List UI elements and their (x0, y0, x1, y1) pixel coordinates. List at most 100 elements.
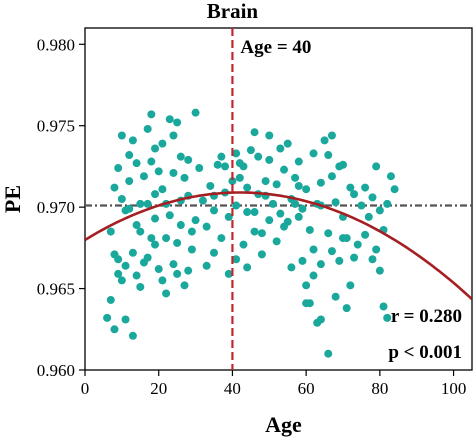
data-point (350, 253, 359, 262)
data-point (320, 136, 329, 145)
data-point (361, 183, 370, 192)
data-point (291, 199, 300, 208)
data-point (324, 349, 333, 358)
data-point (132, 271, 141, 280)
data-point (291, 173, 300, 182)
data-point (331, 292, 340, 301)
data-point (151, 190, 160, 199)
plot-frame (84, 27, 473, 371)
data-point (287, 263, 296, 272)
data-point (121, 261, 130, 270)
y-tick-label: 0.980 (37, 35, 75, 54)
data-point (280, 222, 289, 231)
data-point (246, 146, 255, 155)
data-point (294, 212, 303, 221)
data-point (210, 206, 218, 215)
data-point (158, 185, 167, 194)
data-point (331, 198, 340, 207)
data-point (232, 255, 241, 264)
data-point (250, 227, 259, 236)
data-point (265, 131, 274, 140)
data-point (210, 248, 218, 257)
data-point (361, 230, 370, 239)
data-point (158, 139, 167, 148)
data-point (339, 234, 347, 243)
data-point (165, 115, 174, 124)
data-point (195, 164, 204, 173)
data-point (298, 256, 307, 265)
x-tick-label: 0 (81, 379, 90, 398)
data-point (335, 256, 344, 265)
data-point (265, 155, 274, 164)
x-tick-label: 100 (441, 379, 467, 398)
data-point (243, 208, 252, 217)
data-point (165, 211, 174, 220)
data-point (309, 245, 318, 254)
data-point (257, 229, 266, 238)
data-point (235, 159, 244, 168)
data-point (350, 190, 359, 199)
data-point (353, 240, 362, 249)
data-point (110, 183, 119, 192)
data-point (224, 212, 233, 221)
data-point (128, 136, 137, 145)
data-point (162, 289, 171, 298)
data-point (280, 165, 289, 174)
data-point (106, 227, 115, 236)
data-point (232, 149, 241, 158)
data-point (327, 172, 336, 181)
data-point (235, 173, 244, 182)
x-tick-label: 60 (298, 379, 315, 398)
data-point (217, 152, 226, 161)
data-point (110, 250, 119, 259)
data-point (302, 185, 311, 194)
data-point (327, 131, 336, 140)
data-point (110, 325, 119, 334)
data-point (324, 151, 333, 160)
data-point (125, 151, 134, 160)
data-point (316, 178, 325, 187)
data-point (125, 204, 134, 213)
data-point (217, 234, 226, 243)
data-point (191, 216, 200, 225)
data-point (243, 263, 252, 272)
data-point (283, 139, 292, 148)
data-point (305, 225, 314, 234)
data-point (302, 281, 311, 290)
y-tick-label: 0.965 (37, 280, 75, 299)
data-point (327, 247, 336, 256)
data-point (294, 181, 303, 190)
data-point (117, 276, 126, 285)
data-point (243, 183, 252, 192)
data-point (128, 331, 137, 340)
y-axis-label: PE (0, 185, 25, 213)
data-point (221, 162, 230, 171)
data-point (125, 177, 134, 186)
data-point (132, 221, 141, 230)
data-point (158, 276, 167, 285)
data-point (202, 261, 211, 270)
data-point (128, 248, 137, 257)
data-point (136, 227, 145, 236)
data-point (254, 152, 263, 161)
data-point (272, 180, 281, 189)
plot-area: 0 20 40 60 80 100 0.960 0.965 0.970 0.975 0.980 (37, 27, 473, 398)
x-tick-label: 80 (371, 379, 388, 398)
data-point (136, 199, 145, 208)
data-point (379, 302, 388, 311)
data-point (114, 269, 123, 278)
data-point (169, 260, 178, 269)
y-tick-label: 0.975 (37, 117, 75, 136)
data-point (139, 172, 148, 181)
data-point (316, 315, 325, 324)
data-point (147, 157, 156, 166)
data-point (114, 164, 123, 173)
data-point (309, 271, 318, 280)
data-point (309, 149, 318, 158)
data-point (180, 173, 189, 182)
data-point (364, 212, 373, 221)
data-point (339, 160, 347, 169)
data-point (250, 208, 259, 217)
data-point (324, 229, 333, 238)
